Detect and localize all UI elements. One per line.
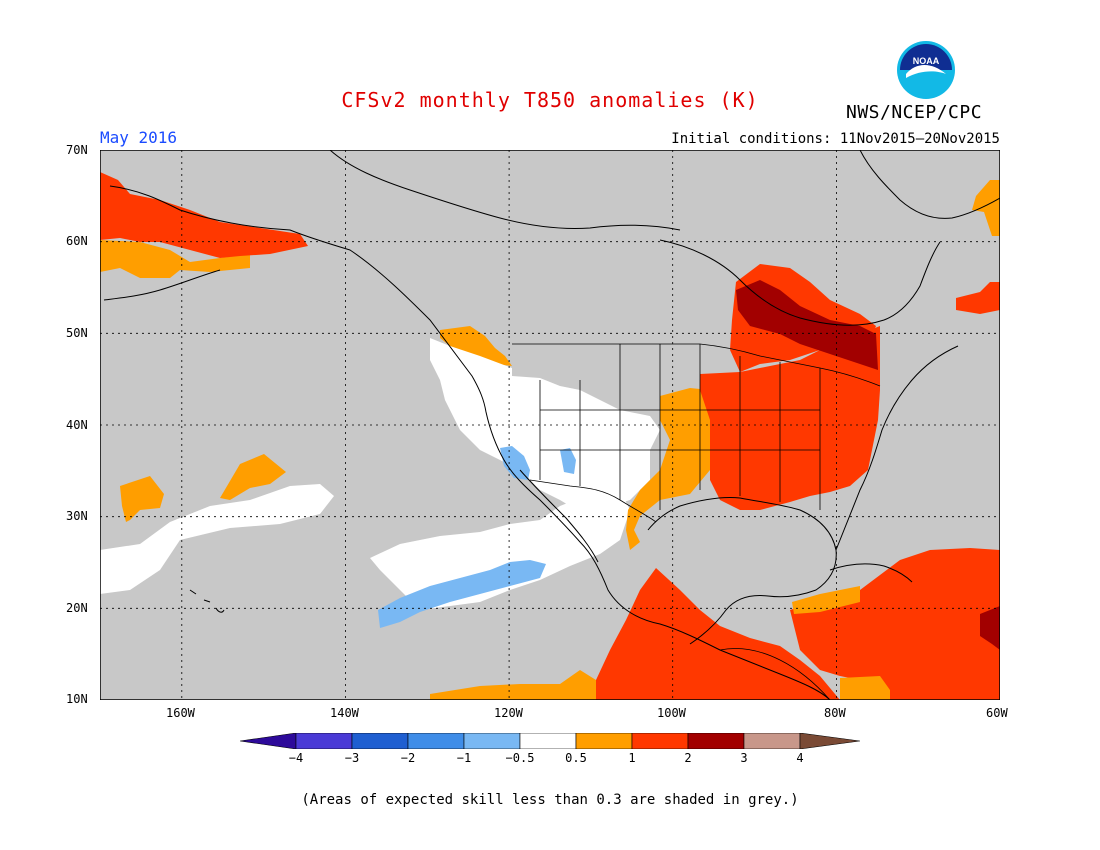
graticule — [100, 150, 1000, 700]
cuba-coast — [829, 563, 913, 583]
us-east-coast — [835, 345, 959, 551]
lat-label-40n: 40N — [66, 418, 88, 432]
colorbar-label-m05: −0.5 — [505, 751, 535, 765]
lat-label-50n: 50N — [66, 326, 88, 340]
noaa-logo-icon: NOAA — [897, 41, 955, 99]
lon-label-80w: 80W — [824, 706, 846, 720]
map-title: CFSv2 monthly T850 anomalies (K) — [341, 88, 759, 112]
mexico-red — [596, 568, 840, 700]
greenland-coast — [859, 150, 1000, 219]
arizona-lightblue — [560, 448, 576, 474]
borders — [512, 343, 881, 700]
lon-label-140w: 140W — [330, 706, 359, 720]
colorbar-label-m2: −2 — [400, 751, 416, 765]
pacific-white — [100, 484, 334, 594]
colorbar-label-p1: 1 — [628, 751, 636, 765]
skill-footnote: (Areas of expected skill less than 0.3 a… — [301, 792, 799, 808]
colorbar-label-p3: 3 — [740, 751, 748, 765]
pacific-lightblue — [378, 560, 546, 628]
colorbar-arrow-high — [799, 733, 860, 749]
lon-label-120w: 120W — [494, 706, 523, 720]
colorbar-bin-6 — [575, 733, 633, 749]
colorbar-bin-5 — [519, 733, 577, 749]
eastern-us-red — [700, 326, 880, 510]
logo-gull — [906, 65, 946, 78]
colorbar-label-p05: 0.5 — [565, 751, 587, 765]
labrador-red — [956, 282, 1000, 314]
lon-label-100w: 100W — [657, 706, 686, 720]
canada-hudson — [659, 239, 941, 326]
lat-label-10n: 10N — [66, 692, 88, 706]
logo-text: NOAA — [913, 56, 940, 66]
forecast-period: May 2016 — [100, 128, 178, 147]
colorbar-label-m4: −4 — [288, 751, 304, 765]
lat-label-60n: 60N — [66, 234, 88, 248]
colorbar-bin-9 — [743, 733, 801, 749]
arctic-coast — [329, 150, 681, 231]
colorbar-bin-2 — [351, 733, 409, 749]
california-lightblue — [500, 446, 530, 480]
lat-label-30n: 30N — [66, 509, 88, 523]
initial-conditions: Initial conditions: 11Nov2015—20Nov2015 — [671, 131, 1000, 147]
baja-coast — [519, 469, 599, 563]
lon-label-160w: 160W — [166, 706, 195, 720]
organization-label: NWS/NCEP/CPC — [846, 102, 983, 123]
colorbar — [240, 733, 860, 749]
alaska-orange — [100, 240, 250, 278]
us-state-lines — [539, 344, 821, 510]
hawaii-coast — [189, 589, 225, 613]
colorbar-bin-3 — [407, 733, 465, 749]
pnw-orange — [440, 326, 512, 366]
caribbean-darkred — [980, 606, 1000, 650]
lat-label-70n: 70N — [66, 143, 88, 157]
colorbar-label-m3: −3 — [344, 751, 360, 765]
alaska-peninsula — [103, 269, 221, 301]
colorbar-bin-8 — [687, 733, 745, 749]
labrador-orange — [972, 180, 1000, 236]
canada-darkred — [736, 280, 878, 370]
colorbar-bin-1 — [295, 733, 353, 749]
caribbean-orange — [792, 586, 860, 614]
caribbean-red — [790, 548, 1000, 700]
pacific-orange-1 — [120, 476, 164, 522]
colorbar-label-p4: 4 — [796, 751, 804, 765]
coastlines — [103, 150, 1000, 700]
lat-label-20n: 20N — [66, 601, 88, 615]
colorbar-bin-4 — [463, 733, 521, 749]
colorbar-label-m1: −1 — [456, 751, 472, 765]
central-america-border — [719, 648, 831, 700]
alaska-coast — [109, 185, 831, 700]
colorbar-bin-7 — [631, 733, 689, 749]
anomaly-map — [100, 150, 1000, 700]
lon-label-60w: 60W — [986, 706, 1008, 720]
colorbar-arrow-low — [240, 733, 297, 749]
us-canada-border — [512, 343, 881, 387]
pacific-orange-2 — [220, 454, 286, 500]
caribbean-orange-2 — [840, 676, 890, 700]
logo-sky — [900, 44, 952, 70]
alaska-red — [100, 172, 308, 258]
epac-orange — [430, 670, 596, 700]
colorbar-label-p2: 2 — [684, 751, 692, 765]
